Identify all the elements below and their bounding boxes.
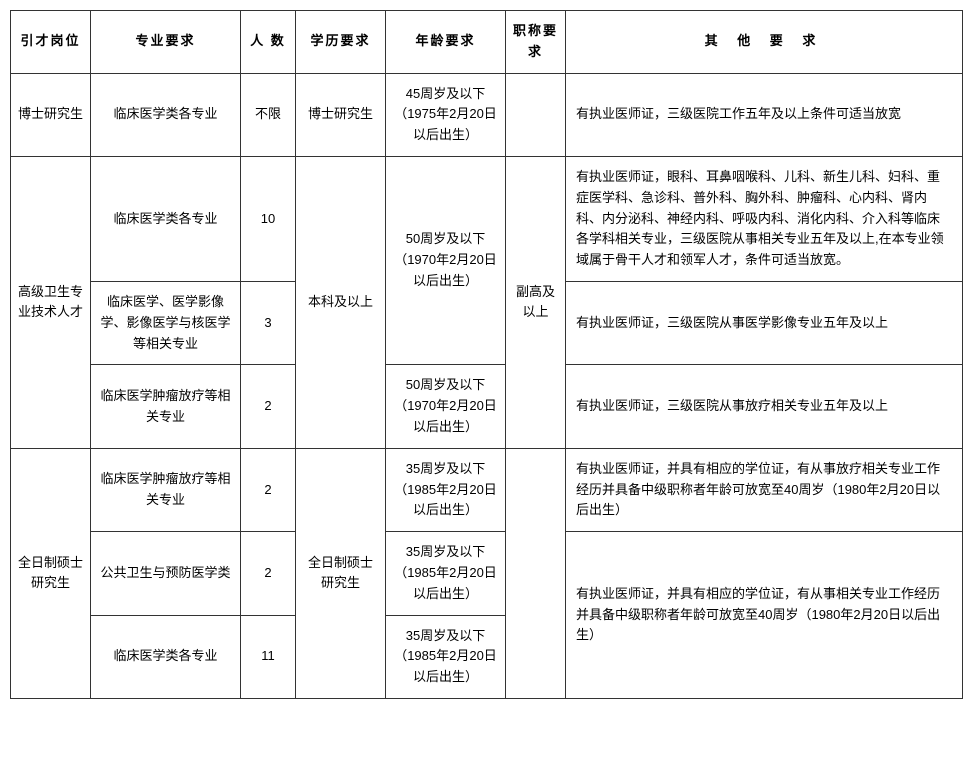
table-row: 公共卫生与预防医学类 2 35周岁及以下（1985年2月20日以后出生） 有执业…	[11, 532, 963, 615]
header-age: 年龄要求	[386, 11, 506, 74]
cell-major: 临床医学类各专业	[91, 156, 241, 281]
cell-position: 全日制硕士研究生	[11, 448, 91, 698]
cell-other: 有执业医师证，眼科、耳鼻咽喉科、儿科、新生儿科、妇科、重症医学科、急诊科、普外科…	[566, 156, 963, 281]
cell-position: 高级卫生专业技术人才	[11, 156, 91, 448]
table-body: 博士研究生 临床医学类各专业 不限 博士研究生 45周岁及以下（1975年2月2…	[11, 73, 963, 698]
cell-major: 临床医学肿瘤放疗等相关专业	[91, 365, 241, 448]
header-count: 人 数	[241, 11, 296, 74]
cell-education: 全日制硕士研究生	[296, 448, 386, 698]
table-row: 高级卫生专业技术人才 临床医学类各专业 10 本科及以上 50周岁及以下（197…	[11, 156, 963, 281]
cell-age: 35周岁及以下（1985年2月20日以后出生）	[386, 448, 506, 531]
cell-other: 有执业医师证，三级医院工作五年及以上条件可适当放宽	[566, 73, 963, 156]
cell-major: 临床医学肿瘤放疗等相关专业	[91, 448, 241, 531]
cell-position: 博士研究生	[11, 73, 91, 156]
cell-count: 3	[241, 281, 296, 364]
cell-major: 公共卫生与预防医学类	[91, 532, 241, 615]
cell-other: 有执业医师证，并具有相应的学位证，有从事放疗相关专业工作经历并具备中级职称者年龄…	[566, 448, 963, 531]
header-title: 职称要求	[506, 11, 566, 74]
cell-count: 2	[241, 448, 296, 531]
cell-age: 35周岁及以下（1985年2月20日以后出生）	[386, 615, 506, 698]
cell-count: 11	[241, 615, 296, 698]
cell-age: 35周岁及以下（1985年2月20日以后出生）	[386, 532, 506, 615]
cell-other: 有执业医师证，三级医院从事医学影像专业五年及以上	[566, 281, 963, 364]
cell-other: 有执业医师证，三级医院从事放疗相关专业五年及以上	[566, 365, 963, 448]
cell-age: 45周岁及以下（1975年2月20日以后出生）	[386, 73, 506, 156]
cell-major: 临床医学、医学影像学、影像医学与核医学等相关专业	[91, 281, 241, 364]
table-header: 引才岗位 专业要求 人 数 学历要求 年龄要求 职称要求 其 他 要 求	[11, 11, 963, 74]
cell-major: 临床医学类各专业	[91, 615, 241, 698]
cell-count: 2	[241, 365, 296, 448]
cell-title: 副高及以上	[506, 156, 566, 448]
table-header-row: 引才岗位 专业要求 人 数 学历要求 年龄要求 职称要求 其 他 要 求	[11, 11, 963, 74]
header-education: 学历要求	[296, 11, 386, 74]
cell-age: 50周岁及以下（1970年2月20日以后出生）	[386, 365, 506, 448]
table-row: 全日制硕士研究生 临床医学肿瘤放疗等相关专业 2 全日制硕士研究生 35周岁及以…	[11, 448, 963, 531]
recruitment-table: 引才岗位 专业要求 人 数 学历要求 年龄要求 职称要求 其 他 要 求 博士研…	[10, 10, 963, 699]
cell-title	[506, 73, 566, 156]
cell-education: 本科及以上	[296, 156, 386, 448]
cell-other: 有执业医师证，并具有相应的学位证，有从事相关专业工作经历并具备中级职称者年龄可放…	[566, 532, 963, 699]
header-other: 其 他 要 求	[566, 11, 963, 74]
cell-age: 50周岁及以下（1970年2月20日以后出生）	[386, 156, 506, 364]
cell-title	[506, 448, 566, 698]
cell-count: 不限	[241, 73, 296, 156]
cell-count: 2	[241, 532, 296, 615]
table-row: 博士研究生 临床医学类各专业 不限 博士研究生 45周岁及以下（1975年2月2…	[11, 73, 963, 156]
table-row: 临床医学肿瘤放疗等相关专业 2 50周岁及以下（1970年2月20日以后出生） …	[11, 365, 963, 448]
cell-count: 10	[241, 156, 296, 281]
cell-major: 临床医学类各专业	[91, 73, 241, 156]
header-major: 专业要求	[91, 11, 241, 74]
cell-education: 博士研究生	[296, 73, 386, 156]
header-position: 引才岗位	[11, 11, 91, 74]
